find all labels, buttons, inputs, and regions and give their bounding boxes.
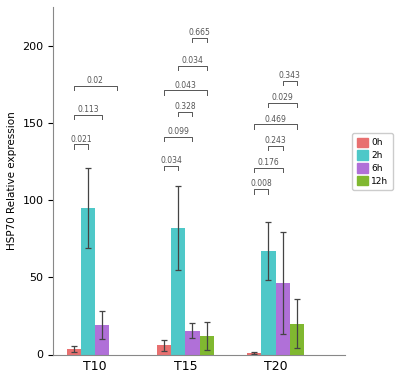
Text: 0.043: 0.043 [174, 81, 196, 90]
Text: 0.469: 0.469 [265, 114, 286, 124]
Bar [171, 228, 185, 355]
Text: 0.099: 0.099 [167, 127, 189, 136]
Text: 0.008: 0.008 [250, 179, 272, 188]
Text: 0.343: 0.343 [279, 71, 301, 80]
Text: 0.02: 0.02 [87, 76, 104, 85]
Text: 0.176: 0.176 [258, 158, 279, 167]
Bar [81, 208, 95, 355]
Bar [290, 324, 304, 355]
Text: 0.328: 0.328 [174, 102, 196, 111]
Bar [200, 336, 214, 355]
Bar [276, 283, 290, 355]
Bar [261, 251, 276, 355]
Text: 0.665: 0.665 [189, 28, 210, 37]
Bar [247, 353, 261, 355]
Text: 0.034: 0.034 [160, 156, 182, 165]
Bar [95, 325, 110, 355]
Text: 0.243: 0.243 [265, 136, 286, 145]
Y-axis label: HSP70 Relative expression: HSP70 Relative expression [7, 111, 17, 250]
Legend: 0h, 2h, 6h, 12h: 0h, 2h, 6h, 12h [352, 133, 393, 190]
Bar [157, 345, 171, 355]
Bar [66, 349, 81, 355]
Text: 0.029: 0.029 [272, 93, 294, 102]
Text: 0.021: 0.021 [70, 135, 92, 144]
Text: 0.034: 0.034 [182, 56, 204, 65]
Text: 0.113: 0.113 [77, 105, 99, 114]
Bar [185, 331, 200, 355]
